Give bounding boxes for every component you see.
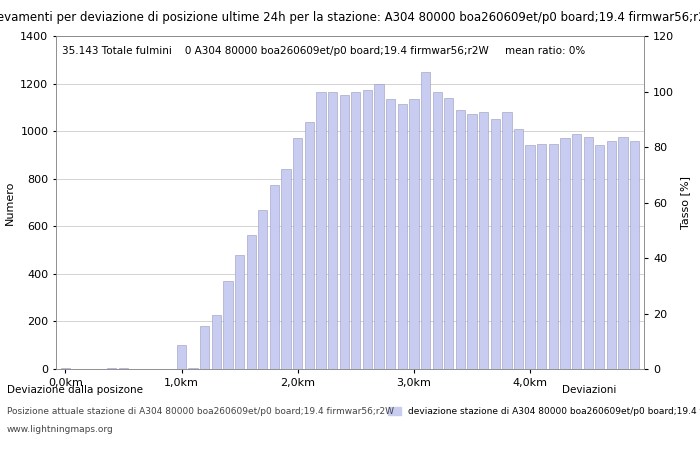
Bar — [246, 234, 256, 369]
Bar — [514, 129, 523, 369]
Bar — [398, 104, 407, 369]
Bar — [293, 138, 302, 369]
Bar — [270, 184, 279, 369]
Bar — [61, 368, 70, 369]
Bar — [630, 141, 639, 369]
Bar — [363, 90, 372, 369]
Bar — [200, 326, 209, 369]
Bar — [316, 92, 326, 369]
Y-axis label: Tasso [%]: Tasso [%] — [680, 176, 689, 229]
Bar — [584, 137, 593, 369]
Bar — [235, 255, 244, 369]
Bar — [479, 112, 489, 369]
Bar — [444, 98, 454, 369]
Bar — [177, 345, 186, 369]
Bar — [188, 368, 198, 369]
Bar — [340, 95, 349, 369]
Bar — [304, 122, 314, 369]
Bar — [119, 368, 128, 369]
Bar — [386, 99, 396, 369]
Bar — [595, 145, 605, 369]
Text: www.lightningmaps.org: www.lightningmaps.org — [7, 425, 113, 434]
Bar — [258, 210, 267, 369]
Bar — [491, 119, 500, 369]
Text: Deviazioni: Deviazioni — [561, 385, 616, 395]
Bar — [107, 368, 116, 369]
Text: Posizione attuale stazione di A304 80000 boa260609et/p0 board;19.4 firmwar56;r2W: Posizione attuale stazione di A304 80000… — [7, 407, 394, 416]
Bar — [211, 315, 221, 369]
Bar — [549, 144, 558, 369]
Bar — [374, 84, 384, 369]
Bar — [410, 99, 419, 369]
Bar — [618, 137, 628, 369]
Bar — [560, 138, 570, 369]
Text: Rilevamenti per deviazione di posizione ultime 24h per la stazione: A304 80000 b: Rilevamenti per deviazione di posizione … — [0, 11, 700, 24]
Text: Deviazione dalla posizone: Deviazione dalla posizone — [7, 385, 143, 395]
Bar — [421, 72, 430, 369]
Bar — [281, 169, 290, 369]
Bar — [328, 92, 337, 369]
Legend: deviazione stazione di A304 80000 boa260609et/p0 board;19.4 firm: deviazione stazione di A304 80000 boa260… — [384, 404, 700, 420]
Bar — [456, 110, 465, 369]
Bar — [468, 114, 477, 369]
Text: 35.143 Totale fulmini    0 A304 80000 boa260609et/p0 board;19.4 firmwar56;r2W   : 35.143 Totale fulmini 0 A304 80000 boa26… — [62, 46, 585, 56]
Y-axis label: Numero: Numero — [5, 180, 15, 225]
Bar — [502, 112, 512, 369]
Bar — [223, 281, 232, 369]
Bar — [526, 145, 535, 369]
Bar — [433, 92, 442, 369]
Bar — [572, 134, 581, 369]
Bar — [607, 141, 616, 369]
Bar — [351, 92, 360, 369]
Bar — [537, 144, 547, 369]
